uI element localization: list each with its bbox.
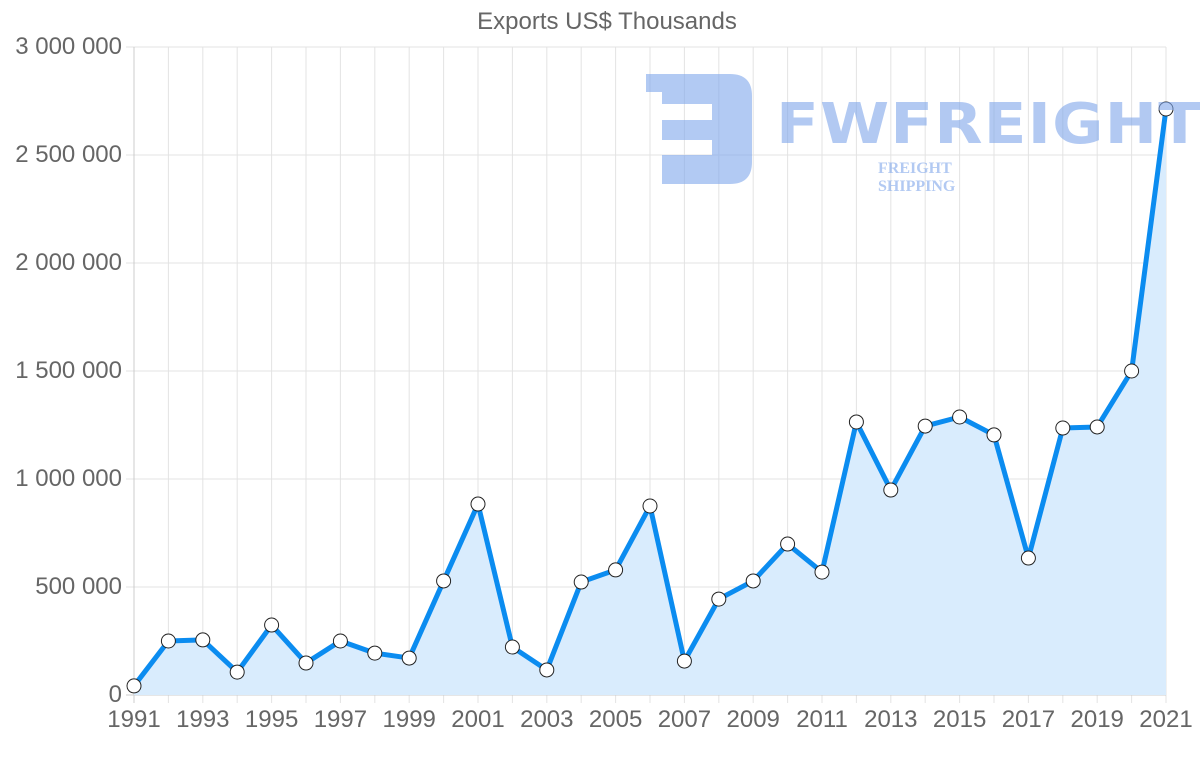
x-tick-label: 2009: [726, 706, 780, 733]
x-tick-label: 2015: [932, 706, 987, 733]
area-fill: [134, 108, 1166, 695]
chart-title: Exports US$ Thousands: [477, 8, 737, 35]
x-tick-label: 2013: [864, 706, 918, 733]
data-point-2016[interactable]: [986, 427, 1002, 443]
y-tick-label: 0: [108, 681, 122, 708]
x-tick-label: 1993: [176, 706, 230, 733]
data-point-2005[interactable]: [608, 562, 624, 578]
data-point-2003[interactable]: [539, 662, 555, 678]
data-point-2008[interactable]: [711, 591, 727, 607]
data-point-2010[interactable]: [780, 536, 796, 552]
data-point-1995[interactable]: [264, 617, 280, 633]
data-point-2015[interactable]: [952, 409, 968, 425]
data-point-1998[interactable]: [367, 645, 383, 661]
y-tick-label: 2 000 000: [15, 249, 122, 276]
data-point-2004[interactable]: [573, 574, 589, 590]
x-tick-label: 2001: [451, 706, 505, 733]
data-point-2006[interactable]: [642, 498, 658, 514]
y-tick-label: 2 500 000: [15, 141, 122, 168]
data-point-1993[interactable]: [195, 632, 211, 648]
data-point-2002[interactable]: [504, 639, 520, 655]
x-tick-label: 2005: [588, 706, 643, 733]
y-tick-label: 500 000: [35, 573, 122, 600]
x-tick-label: 2011: [796, 706, 848, 733]
data-point-1996[interactable]: [298, 655, 314, 671]
data-point-2000[interactable]: [436, 573, 452, 589]
y-tick-label: 3 000 000: [15, 33, 122, 60]
data-point-2011[interactable]: [814, 564, 830, 580]
x-tick-label: 1991: [107, 706, 161, 733]
data-point-2007[interactable]: [676, 653, 692, 669]
x-tick-label: 2017: [1001, 706, 1056, 733]
data-point-2001[interactable]: [470, 496, 486, 512]
y-tick-label: 1 500 000: [15, 357, 122, 384]
data-point-2019[interactable]: [1089, 419, 1105, 435]
data-point-2014[interactable]: [917, 418, 933, 434]
data-point-1992[interactable]: [160, 633, 176, 649]
data-point-1997[interactable]: [332, 633, 348, 649]
data-point-1994[interactable]: [229, 664, 245, 680]
y-tick-label: 1 000 000: [15, 465, 122, 492]
data-point-2012[interactable]: [848, 414, 864, 430]
data-point-1991[interactable]: [126, 678, 142, 694]
data-point-2017[interactable]: [1020, 550, 1036, 566]
x-tick-label: 1995: [244, 706, 299, 733]
data-point-1999[interactable]: [401, 650, 417, 666]
x-tick-label: 2007: [657, 706, 712, 733]
x-tick-label: 2021: [1139, 706, 1193, 733]
data-point-2009[interactable]: [745, 573, 761, 589]
x-tick-label: 2003: [520, 706, 574, 733]
data-point-2020[interactable]: [1124, 363, 1140, 379]
data-point-2018[interactable]: [1055, 420, 1071, 436]
data-point-2013[interactable]: [883, 482, 899, 498]
data-point-2021[interactable]: [1158, 101, 1174, 117]
x-tick-label: 1999: [382, 706, 436, 733]
x-tick-label: 2019: [1070, 706, 1124, 733]
x-tick-label: 1997: [313, 706, 368, 733]
